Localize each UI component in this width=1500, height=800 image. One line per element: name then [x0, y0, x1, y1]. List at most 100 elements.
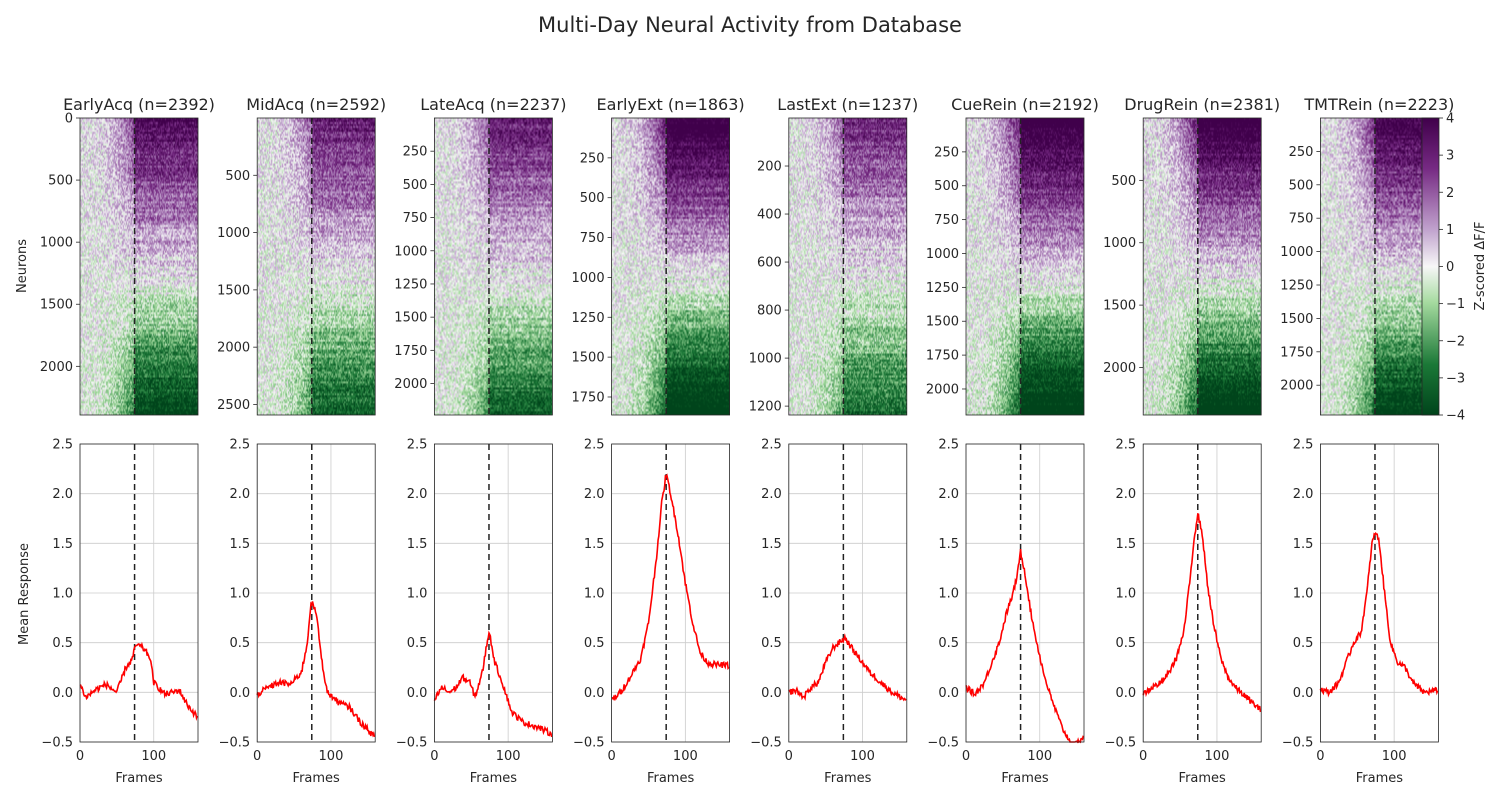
line-frame: [1142, 443, 1262, 743]
heatmap-ytick-label: 1250: [572, 311, 605, 326]
line-xtick-label: 0: [253, 749, 261, 764]
line-ytick-label: 2.5: [1293, 438, 1314, 453]
line-xtick-label: 100: [319, 749, 344, 764]
line-xtick-label: 0: [76, 749, 84, 764]
heatmap-ytick-label: 2500: [217, 398, 250, 413]
line-xtick-label: 0: [962, 749, 970, 764]
heatmap-ytick-label: 1750: [394, 344, 427, 359]
line-xtick-label: 0: [1139, 749, 1147, 764]
line-ytick-label: 2.0: [1293, 487, 1314, 502]
mean-response-line-2: [256, 601, 376, 738]
line-xtick-label: 0: [430, 749, 438, 764]
line-xlabel: Frames: [115, 771, 163, 786]
colorbar-tick-label: −2: [1446, 334, 1465, 349]
line-xtick-label: 100: [496, 749, 521, 764]
heatmap-ytick-label: 1500: [40, 298, 73, 313]
heatmap-frame: [79, 117, 199, 416]
heatmap-ytick-label: 0: [65, 112, 73, 127]
colorbar-tick-label: 0: [1446, 260, 1454, 275]
line-ytick-label: −0.5: [927, 736, 959, 751]
line-ytick-label: 2.0: [938, 487, 959, 502]
colorbar-tick-label: 3: [1446, 149, 1454, 164]
heatmap-ytick-label: 1200: [749, 400, 782, 415]
panel-title: EarlyExt (n=1863): [597, 95, 745, 114]
mean-response-line-4: [611, 473, 730, 702]
line-ytick-label: 0.0: [1293, 686, 1314, 701]
heatmap-ytick-label: 1500: [1103, 299, 1136, 314]
colorbar-gradient: [1421, 117, 1440, 416]
mean-response-line-7: [1142, 512, 1262, 713]
line-ytick-label: 0.5: [584, 636, 605, 651]
line-xtick-label: 0: [607, 749, 615, 764]
heatmap-ytick-label: 1000: [1103, 236, 1136, 251]
line-xlabel: Frames: [1356, 771, 1404, 786]
colorbar-tick-label: 1: [1446, 223, 1454, 238]
line-ytick-label: 1.0: [1116, 587, 1137, 602]
heatmap-ytick-label: 2000: [1103, 361, 1136, 376]
line-ytick-label: 1.5: [584, 537, 605, 552]
line-xlabel: Frames: [293, 771, 341, 786]
line-ytick-label: 0.5: [52, 636, 73, 651]
line-ytick-label: 2.5: [230, 438, 251, 453]
line-ylabel: Mean Response: [17, 543, 32, 645]
heatmap-frame: [788, 117, 908, 416]
heatmap-frame: [433, 117, 553, 416]
panel-title: DrugRein (n=2381): [1124, 95, 1280, 114]
line-xtick-label: 0: [785, 749, 793, 764]
heatmap-4: [611, 118, 730, 415]
heatmap-ytick-label: 1500: [217, 283, 250, 298]
heatmap-ytick-label: 2000: [40, 360, 73, 375]
heatmap-ytick-label: 500: [934, 179, 959, 194]
line-ytick-label: 0.5: [938, 636, 959, 651]
line-ytick-label: 2.0: [407, 487, 428, 502]
line-ytick-label: 1.5: [938, 537, 959, 552]
line-xtick-label: 100: [673, 749, 698, 764]
line-ytick-label: 0.0: [938, 686, 959, 701]
heatmap-ytick-label: 1000: [394, 244, 427, 259]
line-xtick-label: 100: [1382, 749, 1407, 764]
heatmap-ytick-label: 2000: [1280, 379, 1313, 394]
line-ytick-label: 0.5: [1116, 636, 1137, 651]
heatmap-ytick-label: 1500: [926, 315, 959, 330]
heatmap-ylabel: Neurons: [15, 239, 30, 293]
line-ytick-label: −0.5: [1282, 736, 1314, 751]
line-ytick-label: 1.5: [1293, 537, 1314, 552]
line-ytick-label: 0.0: [407, 686, 428, 701]
line-ytick-label: 1.5: [230, 537, 251, 552]
heatmap-5: [788, 118, 907, 415]
colorbar-tick-label: 2: [1446, 186, 1454, 201]
line-xtick-label: 0: [1316, 749, 1324, 764]
line-ytick-label: 0.0: [584, 686, 605, 701]
heatmap-ytick-label: 500: [225, 169, 250, 184]
line-xlabel: Frames: [1001, 771, 1049, 786]
panel-title: LastExt (n=1237): [777, 95, 918, 114]
heatmap-ytick-label: 2000: [217, 341, 250, 356]
heatmap-ytick-label: 250: [934, 145, 959, 160]
line-ytick-label: 1.5: [1116, 537, 1137, 552]
heatmap-frame: [611, 117, 730, 416]
heatmap-ytick-label: 1000: [749, 352, 782, 367]
mean-response-line-6: [965, 549, 1085, 744]
line-frame: [256, 443, 376, 743]
line-ytick-label: 2.5: [761, 438, 782, 453]
line-ytick-label: −0.5: [750, 736, 782, 751]
figure-title: Multi-Day Neural Activity from Database: [538, 13, 962, 37]
heatmap-ytick-label: 1000: [926, 247, 959, 262]
line-ytick-label: 1.5: [761, 537, 782, 552]
heatmap-ytick-label: 750: [934, 213, 959, 228]
line-xtick-label: 100: [141, 749, 166, 764]
line-xlabel: Frames: [647, 771, 695, 786]
line-frame: [79, 443, 199, 743]
heatmap-ytick-label: 1000: [217, 226, 250, 241]
heatmap-ytick-label: 250: [1289, 145, 1314, 160]
line-ytick-label: 1.0: [407, 587, 428, 602]
mean-response-line-5: [788, 633, 907, 702]
line-ytick-label: 2.0: [230, 487, 251, 502]
panel-title: LateAcq (n=2237): [420, 95, 566, 114]
mean-response-line-8: [1319, 531, 1439, 698]
line-ytick-label: 0.5: [761, 636, 782, 651]
heatmap-ytick-label: 500: [580, 191, 605, 206]
heatmap-frame: [256, 117, 376, 416]
panels: EarlyAcq (n=2392)0500100015002000−0.50.0…: [15, 95, 1454, 786]
